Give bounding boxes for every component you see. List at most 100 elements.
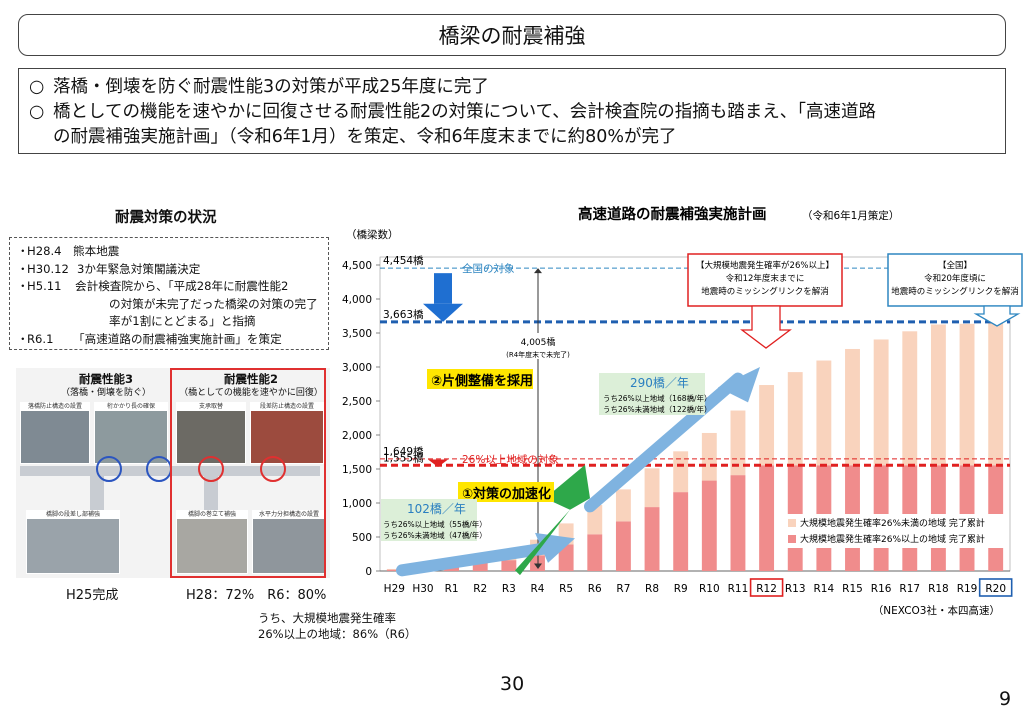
legend-label-upper: 大規模地震発生確率26%未満の地域 完了累計 [800, 517, 985, 529]
bar-lower-R2 [472, 562, 488, 571]
bar-upper-R12 [759, 385, 775, 466]
y-tick-label: 2,500 [342, 396, 372, 408]
y-tick-label: 4,000 [342, 294, 372, 306]
x-tick-label: R11 [728, 583, 749, 595]
perf3-sub: （落橋・倒壊を防ぐ） [60, 388, 151, 398]
x-tick-label: R7 [616, 583, 630, 595]
perf2-sub: （橋としての機能を速やかに回復） [179, 388, 323, 398]
trend-arrow-2 [584, 372, 744, 513]
bar-upper-R17 [902, 331, 918, 466]
bar-lower-H29 [386, 569, 402, 571]
x-tick-label: R8 [645, 583, 659, 595]
perf2-highlight-frame [170, 368, 326, 578]
callout-red-arrow [740, 305, 792, 349]
x-tick-label: R4 [531, 583, 545, 595]
gap-label: 4,005橋 [521, 336, 556, 348]
photo-7: 水平力分担構造の設置 [252, 510, 326, 574]
x-tick-label: R16 [871, 583, 892, 595]
x-highlight-R20 [978, 578, 1013, 597]
bar-upper-R18 [930, 324, 946, 466]
bar-upper-R16 [873, 339, 889, 466]
retrofit-photo-panel: 耐震性能3 （落橋・倒壊を防ぐ） 耐震性能2 （橋としての機能を速やかに回復） … [16, 368, 330, 578]
photo-2: 桁かかり長の確保 [94, 402, 168, 464]
chart-subtitle: （令和6年1月策定） [802, 209, 899, 222]
trend-arrow-1 [396, 541, 559, 577]
bar-upper-R8 [644, 468, 660, 508]
photo-6: 橋脚の巻立て補強 [176, 510, 248, 574]
rate-1-line: うち26%以上地域（55橋/年） [383, 519, 487, 529]
x-tick-label: R2 [473, 583, 487, 595]
y-tick-label: 3,000 [342, 362, 372, 374]
ref-line-text: 全国の対象 [462, 262, 515, 275]
x-tick-label: R14 [814, 583, 835, 595]
bridge-pier-drawing [90, 476, 104, 516]
bearing-circle-icon [96, 456, 122, 482]
y-tick-label: 3,500 [342, 328, 372, 340]
badge-2-bg [427, 369, 533, 389]
history-item: ・ H5.11 会計検査院から、「平成28年に耐震性能2 [17, 279, 289, 294]
y-tick-label: 0 [365, 566, 372, 578]
photo-3: 支承取替 [176, 402, 246, 464]
gap-arrow-head [534, 563, 542, 569]
bar-lower-R10 [701, 480, 717, 571]
callout-blue-arrow [973, 305, 1021, 327]
ref-line-text: 26%以上地域の対象 [462, 453, 559, 466]
summary-line-3: の耐震補強実施計画」（令和6年1月）を策定、令和6年度末までに約80%が完了 [53, 127, 677, 147]
reduction-arrow-head [423, 303, 463, 322]
x-tick-label: R1 [445, 583, 459, 595]
accelerate-arrow [515, 464, 590, 576]
callout-red-line: 地震時のミッシングリンクを解消 [701, 286, 829, 297]
photo-4: 段差防止構造の設置 [250, 402, 324, 464]
perf3-title: 耐震性能3 [78, 372, 133, 386]
ref-line-label: 1,555橋 [383, 451, 424, 464]
bar-upper-R9 [673, 451, 689, 493]
bar-lower-R3 [501, 560, 517, 571]
legend-swatch-upper [788, 519, 796, 527]
source-note: （NEXCO3社・本四高速） [873, 604, 1000, 617]
legend-box [783, 514, 1005, 548]
bullet-marker: ○ [29, 77, 45, 97]
y-tick-label: 1,500 [342, 464, 372, 476]
callout-red-line: 令和12年度末までに [726, 273, 805, 284]
bearing-circle-icon [198, 456, 224, 482]
x-tick-label: R12 [756, 583, 777, 595]
callout-blue-box [887, 253, 1023, 307]
callout-red-box [687, 253, 843, 307]
bar-upper-R15 [845, 348, 860, 466]
photo-1: 落橋防止構造の設置 [20, 402, 90, 464]
badge-1-bg [458, 482, 554, 502]
reduction-arrow-red [428, 459, 448, 467]
page-title: 橋梁の耐震補強 [438, 24, 586, 48]
chart-title: 高速道路の耐震補強実施計画 [578, 205, 767, 223]
ref-line-label: 4,454橋 [383, 254, 424, 267]
y-tick-label: 4,500 [342, 260, 372, 272]
trend-arrow-2-head [718, 367, 760, 403]
bar-lower-R9 [673, 492, 689, 571]
note-line-1: うち、大規模地震発生確率 [258, 611, 396, 625]
callout-blue-line: 地震時のミッシングリンクを解消 [891, 286, 1019, 297]
bar-lower-R11 [730, 475, 746, 571]
history-item: ・ H30.12 3か年緊急対策閣議決定 [17, 261, 201, 276]
x-tick-label: R10 [699, 583, 720, 595]
bar-upper-R13 [787, 372, 803, 466]
x-tick-label: R15 [842, 583, 863, 595]
rate-1: 102橋／年 [407, 502, 466, 516]
rate-1-line: うち26%未満地域（47橋/年） [383, 530, 487, 540]
x-tick-label: H29 [384, 583, 405, 595]
summary-line-1: 落橋・倒壊を防ぐ耐震性能3の対策が平成25年度に完了 [53, 77, 489, 97]
ref-line-label: 1,649橋 [383, 445, 424, 458]
bar-upper-R10 [701, 432, 717, 481]
x-tick-label: H30 [412, 583, 433, 595]
gap-label-sub: (R4年度末で未完了) [506, 350, 570, 359]
bar-lower-R7 [615, 521, 631, 571]
y-tick-label: 1,000 [342, 498, 372, 510]
ref-line-label: 3,663橋 [383, 308, 424, 321]
x-tick-label: R3 [502, 583, 516, 595]
legend-swatch-lower [788, 535, 796, 543]
bar-upper-R6 [587, 505, 603, 535]
x-tick-label: R13 [785, 583, 806, 595]
slide-number: 9 [999, 688, 1012, 710]
gap-label-bg [506, 333, 570, 359]
h28-label: H28：72% R6：80% [186, 588, 327, 603]
